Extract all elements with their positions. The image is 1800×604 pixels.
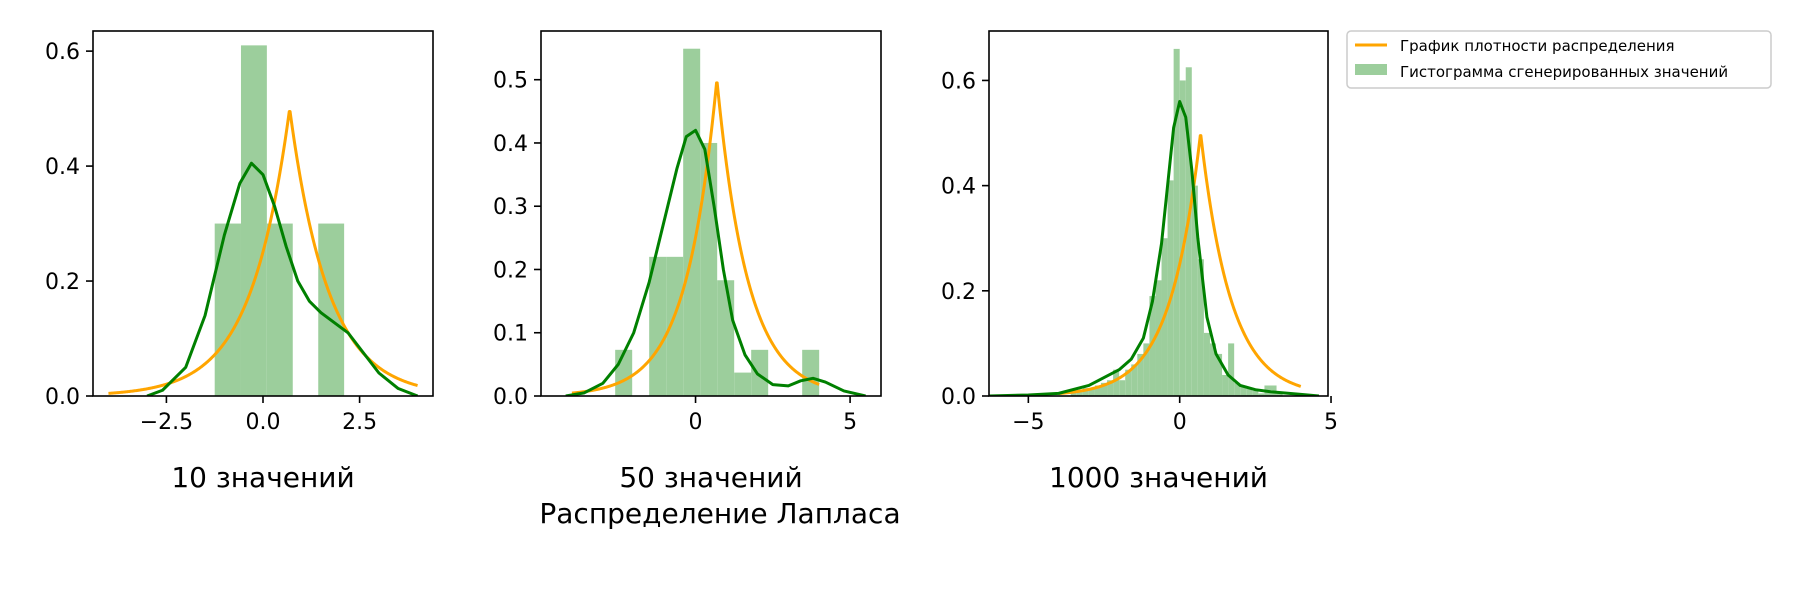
histogram-bar <box>666 256 684 396</box>
y-tick-label: 0.0 <box>941 385 976 410</box>
density-line <box>1057 134 1302 396</box>
subplot-title: 1000 значений <box>1049 461 1268 494</box>
histogram-bar <box>1149 296 1156 396</box>
x-tick-label: −2.5 <box>140 410 193 435</box>
histogram-bar <box>734 372 752 396</box>
y-tick-label: 0.6 <box>45 40 80 65</box>
legend-density-label: График плотности распределения <box>1400 37 1675 55</box>
histogram-bar <box>1197 259 1204 396</box>
subplot-title: 10 значений <box>171 461 354 494</box>
plot-area <box>565 48 866 396</box>
axes-frame <box>988 30 1329 397</box>
kde-line <box>989 99 1320 396</box>
histogram-bar <box>1076 390 1083 396</box>
histogram-bar <box>751 349 769 396</box>
x-tick-label: 0 <box>689 410 703 435</box>
histogram-bar <box>802 349 820 396</box>
histogram-bar <box>1252 390 1259 396</box>
y-tick-label: 0.0 <box>45 385 80 410</box>
x-tick-label: −5 <box>1012 410 1044 435</box>
legend: График плотности распределения Гистограм… <box>1346 30 1772 89</box>
histogram-bar <box>1137 353 1144 396</box>
histogram-bar <box>1100 382 1108 396</box>
legend-hist-label: Гистограмма сгенерированных значений <box>1400 63 1728 81</box>
histogram-bar <box>1125 369 1132 396</box>
histogram-bar <box>1228 343 1235 396</box>
y-tick-label: 0.4 <box>45 155 80 180</box>
histogram-bar <box>1276 393 1283 396</box>
figure-suptitle: Распределение Лапласа <box>539 497 900 530</box>
histogram-bar <box>214 223 241 396</box>
histogram-bar <box>1240 385 1247 396</box>
histogram-bar <box>615 349 633 396</box>
subplot-title: 50 значений <box>619 461 802 494</box>
histogram-bar <box>1234 382 1241 396</box>
plot-area <box>989 48 1320 396</box>
y-tick-label: 0.3 <box>493 195 528 220</box>
histogram-bar <box>1203 332 1210 396</box>
histogram-bar <box>1167 180 1174 396</box>
y-tick-label: 0.2 <box>493 258 528 283</box>
histogram-bar <box>649 256 667 396</box>
x-tick-label: 0 <box>1173 410 1187 435</box>
kde-line <box>565 128 866 396</box>
y-tick-label: 0.2 <box>45 270 80 295</box>
histogram-bar <box>240 45 267 396</box>
histogram-bar <box>1216 353 1223 396</box>
histogram-bar <box>266 223 293 396</box>
histogram-bar <box>1143 343 1150 396</box>
histogram-bar <box>1209 343 1217 396</box>
histogram-bar <box>1082 388 1089 396</box>
subplot-1: −2.5 0.0 2.5 0.0 0.2 0.4 0.6 10 значений <box>45 30 434 494</box>
y-tick-label: 0.4 <box>941 175 976 200</box>
histogram-bar <box>1258 393 1265 396</box>
y-tick-label: 0.6 <box>941 69 976 94</box>
histogram-bar <box>1222 374 1229 396</box>
plot-area <box>107 45 419 396</box>
histogram-bar <box>717 280 735 396</box>
y-tick-label: 0.2 <box>941 280 976 305</box>
y-tick-label: 0.0 <box>493 385 528 410</box>
density-line <box>571 81 821 395</box>
subplot-2: 0 5 0.0 0.1 0.2 0.3 0.4 0.5 50 значений <box>493 30 882 494</box>
histogram-bar <box>318 223 345 396</box>
x-tick-label: 0.0 <box>246 410 281 435</box>
histogram-bar <box>1179 80 1186 396</box>
histogram-bar <box>1094 385 1101 396</box>
histogram-bar <box>1107 380 1114 396</box>
histogram-bar <box>1113 369 1120 396</box>
axes-frame <box>540 30 882 397</box>
x-tick-label: 5 <box>843 410 857 435</box>
legend-hist-swatch <box>1355 64 1387 75</box>
x-tick-label: 2.5 <box>342 410 377 435</box>
kde-line <box>146 161 419 396</box>
histogram-bar <box>1119 380 1126 396</box>
y-tick-label: 0.4 <box>493 132 528 157</box>
histogram-bar <box>1155 280 1162 396</box>
subplot-3: −5 0 5 0.0 0.2 0.4 0.6 1000 значений <box>941 30 1338 494</box>
y-tick-label: 0.1 <box>493 322 528 347</box>
subplots: −2.5 0.0 2.5 0.0 0.2 0.4 0.6 10 значений 0 5 0.0 0.… <box>45 30 1338 494</box>
y-tick-label: 0.5 <box>493 69 528 94</box>
histogram-bar <box>1131 364 1138 396</box>
histogram-bar <box>1246 388 1253 396</box>
histogram-bar <box>1191 185 1198 396</box>
histogram-bar <box>1088 388 1095 396</box>
x-tick-label: 5 <box>1324 410 1338 435</box>
histogram-bar <box>1185 67 1192 396</box>
histogram-bar <box>1173 48 1180 396</box>
legend-frame <box>1346 30 1772 89</box>
